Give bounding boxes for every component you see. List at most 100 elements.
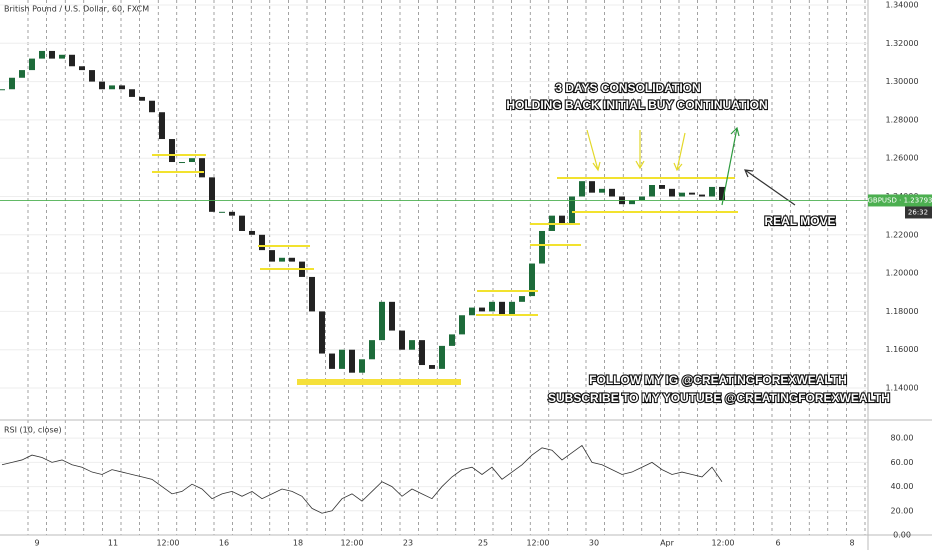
candle bbox=[679, 192, 685, 197]
price-tag-box bbox=[868, 194, 932, 207]
annotation: 3 DAYS CONSOLIDATION bbox=[555, 81, 700, 95]
x-tick-label: 12:00 bbox=[156, 539, 179, 548]
x-tick-label: 12:00 bbox=[340, 539, 363, 548]
countdown: 26:32 bbox=[908, 208, 928, 216]
candle bbox=[599, 188, 605, 193]
candle bbox=[199, 158, 205, 178]
candle bbox=[209, 177, 215, 212]
y-tick-label: 1.26000 bbox=[885, 154, 918, 163]
x-tick-label: 12:00 bbox=[711, 539, 734, 548]
candle bbox=[719, 186, 725, 201]
candle bbox=[449, 334, 455, 346]
annotation: REAL MOVE bbox=[764, 214, 835, 228]
marks bbox=[0, 50, 725, 514]
x-tick-label: 9 bbox=[34, 539, 39, 548]
candle bbox=[669, 188, 675, 197]
candle bbox=[649, 185, 655, 197]
candle bbox=[519, 296, 525, 302]
candle bbox=[709, 186, 715, 197]
candle bbox=[609, 188, 615, 197]
y-tick-label: 1.34000 bbox=[885, 0, 918, 9]
candle bbox=[509, 301, 515, 316]
candle bbox=[459, 315, 465, 335]
candle bbox=[639, 196, 645, 201]
candle bbox=[279, 257, 285, 262]
candle bbox=[99, 81, 105, 90]
annotation: FOLLOW MY IG @CREATINGFOREXWEALTH bbox=[589, 373, 847, 387]
x-tick-label: 11 bbox=[108, 539, 118, 548]
drawn-levels bbox=[152, 126, 796, 385]
candle bbox=[339, 349, 345, 369]
candle bbox=[229, 211, 235, 216]
candle bbox=[219, 211, 225, 213]
candle bbox=[89, 70, 95, 82]
candle bbox=[379, 301, 385, 341]
candle bbox=[439, 345, 445, 369]
candle bbox=[19, 70, 25, 78]
x-tick-label: 16 bbox=[219, 539, 229, 548]
x-tick-label: 30 bbox=[589, 539, 599, 548]
candle bbox=[419, 340, 425, 366]
y-tick-label: 60.00 bbox=[891, 458, 914, 467]
y-tick-label: 1.14000 bbox=[885, 384, 918, 393]
annotation: HOLDING BACK INITIAL BUY CONTINUATION bbox=[506, 98, 767, 112]
candle bbox=[629, 200, 635, 205]
candle bbox=[129, 89, 135, 97]
candle bbox=[269, 250, 275, 262]
y-tick-label: 40.00 bbox=[891, 482, 914, 491]
y-tick-label: 1.32000 bbox=[885, 39, 918, 48]
candle bbox=[259, 234, 265, 251]
y-tick-label: 80.00 bbox=[891, 434, 914, 443]
candle bbox=[319, 311, 325, 354]
candle bbox=[179, 162, 185, 164]
countdown-box bbox=[905, 206, 932, 219]
candle bbox=[389, 301, 395, 331]
candle bbox=[49, 50, 55, 59]
candle bbox=[479, 307, 485, 312]
candle bbox=[119, 85, 125, 90]
y-tick-label: 1.18000 bbox=[885, 307, 918, 316]
rsi-line bbox=[1, 444, 723, 514]
candle bbox=[359, 359, 365, 373]
candle bbox=[189, 158, 195, 163]
candle bbox=[169, 139, 175, 163]
candle bbox=[9, 77, 15, 90]
x-tick-label: 18 bbox=[293, 539, 303, 548]
candle bbox=[0, 89, 5, 91]
candle bbox=[29, 58, 35, 71]
x-tick-label: 23 bbox=[403, 539, 413, 548]
grid bbox=[0, 4, 868, 536]
candle bbox=[329, 353, 335, 369]
candle bbox=[429, 365, 435, 369]
candle bbox=[39, 50, 45, 59]
candle bbox=[399, 330, 405, 350]
candle bbox=[349, 349, 355, 373]
y-tick-label: 1.20000 bbox=[885, 269, 918, 278]
x-tick-label: 25 bbox=[478, 539, 488, 548]
x-tick-label: 6 bbox=[775, 539, 780, 548]
candle bbox=[249, 230, 255, 235]
candle bbox=[69, 54, 75, 67]
candle bbox=[559, 215, 565, 224]
candle bbox=[149, 100, 155, 113]
candle bbox=[139, 96, 145, 101]
candle bbox=[489, 301, 495, 312]
y-tick-label: 1.28000 bbox=[885, 115, 918, 124]
y-tick-label: 1.30000 bbox=[885, 77, 918, 86]
rsi-label: RSI (10, close) bbox=[4, 426, 62, 435]
candle bbox=[569, 196, 575, 224]
x-tick-label: 8 bbox=[849, 539, 854, 548]
x-tick-label: 12:00 bbox=[526, 539, 549, 548]
candle bbox=[499, 301, 505, 316]
candle bbox=[659, 185, 665, 189]
candle bbox=[689, 192, 695, 195]
candle bbox=[589, 181, 595, 193]
candle bbox=[369, 340, 375, 360]
candle bbox=[109, 85, 115, 90]
candle bbox=[699, 194, 705, 197]
candle bbox=[409, 340, 415, 350]
x-tick-label: Apr bbox=[660, 539, 675, 548]
day-separators bbox=[27, 0, 866, 535]
